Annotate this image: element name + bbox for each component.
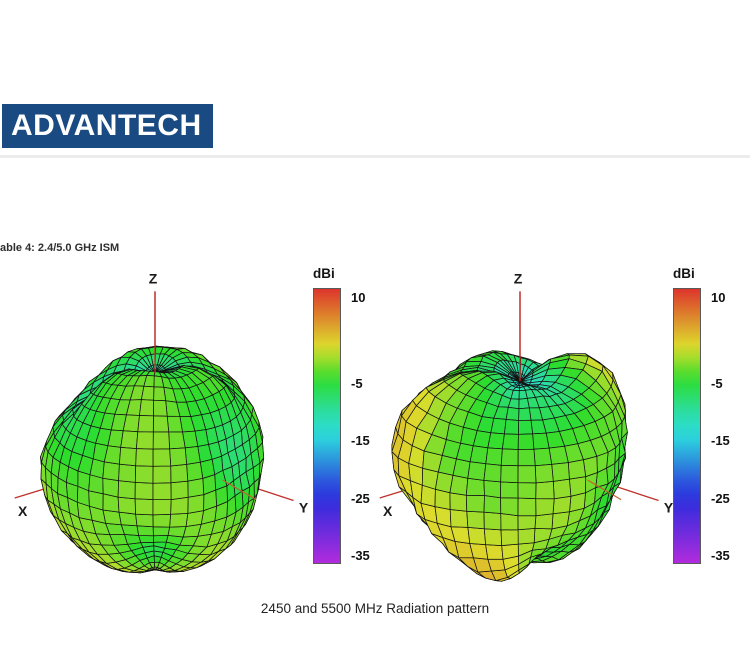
header-divider [0,155,750,158]
radiation-plot-5500mhz: X Y Z [379,270,674,582]
colorbar-title: dBi [673,266,695,281]
axis-label-y: Y [664,500,674,516]
colorbar-tick--25: -25 [351,490,370,506]
colorbar-tick--25: -25 [711,490,730,506]
axis-label-y: Y [299,500,309,516]
axes-labels: X Y Z [18,270,309,519]
axes-labels: X Y Z [383,270,674,519]
colorbar-tick-10: 10 [351,289,366,305]
colorbar-title: dBi [313,266,335,281]
advantech-logo-text: ADVANTECH [11,109,202,142]
colorbar-tick--35: -35 [711,548,730,564]
surface-mesh [391,350,628,582]
axis-label-z: Z [514,270,523,286]
axes-front-segments [154,291,257,501]
colorbar-tick--15: -15 [711,433,730,449]
colorbar-tick--35: -35 [351,548,370,564]
radiation-plot-2450mhz: X Y Z [14,270,309,574]
surface-mesh [40,345,265,574]
figure-caption: 2450 and 5500 MHz Radiation pattern [260,601,490,616]
axis-label-x: X [383,503,393,519]
axis-label-x: X [18,503,28,519]
advantech-logo: ADVANTECH [2,104,213,148]
colorbar-gradient [673,288,701,564]
axis-label-z: Z [149,270,158,286]
table-label: able 4: 2.4/5.0 GHz ISM [0,242,120,254]
colorbar-tick-10: 10 [711,289,726,305]
colorbar-tick--5: -5 [351,375,363,391]
colorbar-gradient [313,288,341,564]
colorbar-tick--15: -15 [351,433,370,449]
colorbar-5500mhz: dBi 10 -5 -15 -25 -35 [671,266,750,578]
colorbar-2450mhz: dBi 10 -5 -15 -25 -35 [311,266,391,578]
axes-front-segments [519,291,622,501]
colorbar-tick--5: -5 [711,375,723,391]
